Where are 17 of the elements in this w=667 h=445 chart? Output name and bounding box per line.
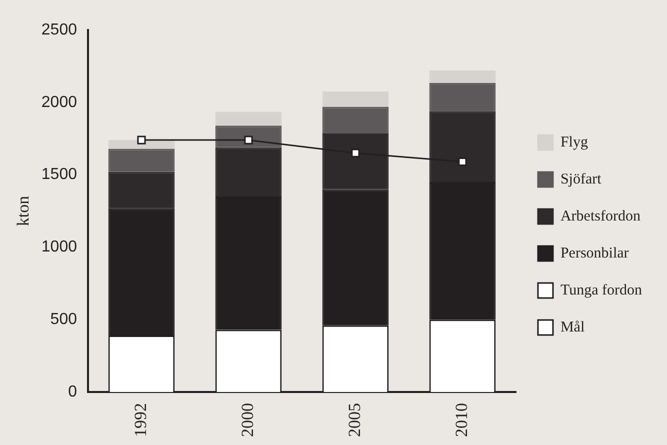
y-axis-title: kton bbox=[14, 195, 33, 226]
legend-label: Flyg bbox=[560, 134, 588, 150]
legend-label: Tunga fordon bbox=[560, 282, 642, 298]
y-tick-label: 2500 bbox=[41, 21, 78, 38]
x-tick-label: 2000 bbox=[238, 403, 257, 437]
legend-label: Personbilar bbox=[560, 245, 629, 262]
y-tick-label: 1500 bbox=[41, 166, 78, 184]
x-tick-label: 2010 bbox=[452, 403, 471, 437]
legend-label: Mål bbox=[560, 319, 585, 336]
x-tick-label: 1992 bbox=[130, 403, 150, 437]
legend-label: Sjöfart bbox=[560, 171, 602, 188]
y-tick-label: 2000 bbox=[41, 94, 78, 111]
y-tick-label: 500 bbox=[50, 311, 78, 328]
legend-label: Arbetsfordon bbox=[560, 208, 641, 224]
y-tick-label: 1000 bbox=[41, 238, 78, 256]
y-tick-label: 0 bbox=[68, 383, 78, 400]
x-tick-label: 2005 bbox=[344, 403, 364, 437]
